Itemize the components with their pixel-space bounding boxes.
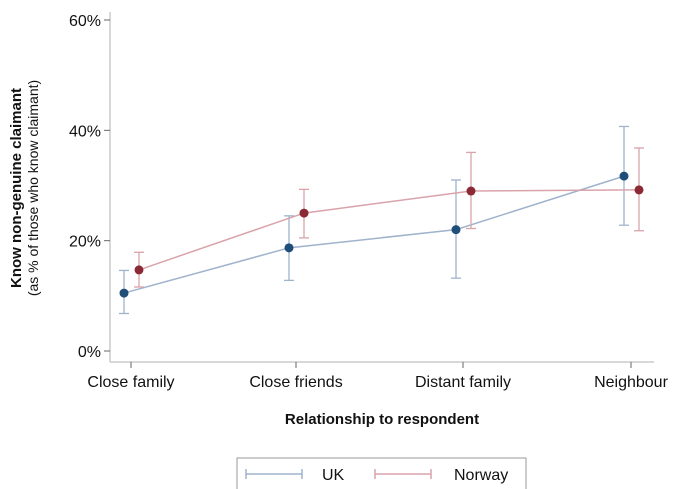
y-axis-subtitle: (as % of those who know claimant) — [25, 80, 41, 296]
data-point — [466, 186, 476, 196]
series-line — [123, 175, 625, 294]
y-tick-label: 60% — [69, 13, 101, 30]
legend-label-norway: Norway — [454, 467, 508, 484]
data-point — [284, 243, 294, 253]
x-tick-label: Close friends — [249, 374, 342, 391]
x-ticks: Close family Close friends Distant family N… — [87, 362, 669, 391]
y-ticks: 0% 20% 40% 60% — [69, 13, 110, 361]
x-axis-title: Relationship to respondent — [285, 411, 479, 428]
y-tick-label: 40% — [69, 123, 101, 140]
y-tick-label: 20% — [69, 234, 101, 251]
series-norway — [134, 147, 644, 288]
series-layer — [119, 125, 644, 315]
data-point — [119, 288, 129, 298]
data-point — [634, 185, 644, 195]
y-axis-title-group: Know non-genuine claimant (as % of those… — [8, 80, 41, 296]
data-point — [619, 171, 629, 181]
legend: UK Norway — [236, 457, 527, 489]
y-axis-title: Know non-genuine claimant — [8, 88, 25, 288]
data-point — [451, 225, 461, 235]
data-point — [299, 208, 309, 218]
y-tick-label: 0% — [78, 344, 101, 361]
series-uk — [119, 125, 629, 315]
data-point — [134, 265, 144, 275]
legend-label-uk: UK — [322, 467, 345, 484]
x-tick-label: Neighbour — [594, 374, 669, 391]
series-line — [138, 189, 640, 271]
x-tick-label: Close family — [87, 374, 174, 391]
x-tick-label: Distant family — [415, 374, 511, 391]
